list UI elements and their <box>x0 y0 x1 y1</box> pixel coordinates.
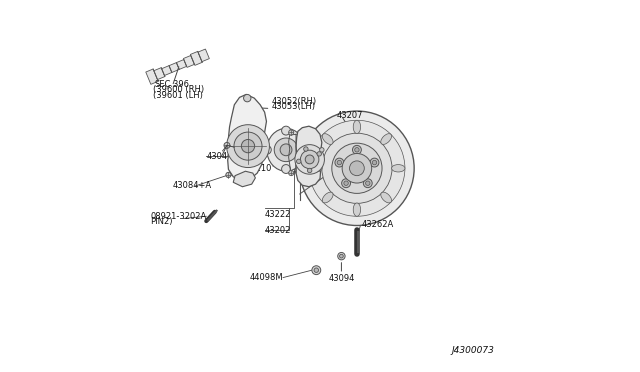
Ellipse shape <box>353 203 360 216</box>
Text: 43202: 43202 <box>264 226 291 235</box>
Circle shape <box>353 145 362 154</box>
Circle shape <box>319 148 324 152</box>
Circle shape <box>338 253 345 260</box>
Circle shape <box>337 160 342 165</box>
Circle shape <box>234 132 262 160</box>
Circle shape <box>344 181 348 185</box>
Text: PIN2): PIN2) <box>150 217 173 226</box>
Polygon shape <box>228 94 266 180</box>
Polygon shape <box>296 126 322 187</box>
Text: 43210: 43210 <box>246 164 272 173</box>
Text: 43207: 43207 <box>337 111 363 121</box>
Polygon shape <box>154 68 165 80</box>
Circle shape <box>365 181 370 185</box>
Circle shape <box>295 145 324 174</box>
Circle shape <box>244 94 251 102</box>
Text: 43052(RH): 43052(RH) <box>271 96 316 106</box>
Circle shape <box>370 158 379 167</box>
Circle shape <box>300 150 319 169</box>
Circle shape <box>332 143 382 193</box>
Polygon shape <box>162 65 172 76</box>
Text: 44098M: 44098M <box>250 273 283 282</box>
Circle shape <box>314 268 319 272</box>
Circle shape <box>307 168 312 173</box>
Polygon shape <box>177 60 187 70</box>
Circle shape <box>241 140 255 153</box>
Circle shape <box>274 138 298 161</box>
Circle shape <box>340 254 343 258</box>
Circle shape <box>372 160 377 165</box>
Text: 43084+A: 43084+A <box>172 182 211 190</box>
Ellipse shape <box>309 164 322 172</box>
Text: 43094: 43094 <box>328 274 355 283</box>
Circle shape <box>289 170 294 176</box>
Text: (39601 (LH): (39601 (LH) <box>153 91 203 100</box>
Ellipse shape <box>381 134 392 144</box>
Circle shape <box>349 161 364 176</box>
Circle shape <box>227 125 269 167</box>
Circle shape <box>303 147 308 151</box>
Circle shape <box>289 130 294 135</box>
Circle shape <box>280 144 292 156</box>
Polygon shape <box>190 51 202 65</box>
Circle shape <box>301 145 310 154</box>
Polygon shape <box>184 55 195 67</box>
Ellipse shape <box>267 128 305 171</box>
Text: 43222: 43222 <box>264 210 291 219</box>
Text: 43053(LH): 43053(LH) <box>271 102 316 111</box>
Ellipse shape <box>381 192 392 203</box>
Text: 08921-3202A: 08921-3202A <box>150 212 207 221</box>
Circle shape <box>364 179 372 187</box>
Ellipse shape <box>353 120 360 134</box>
Circle shape <box>226 172 231 177</box>
Text: (39600 (RH): (39600 (RH) <box>153 86 204 94</box>
Polygon shape <box>169 62 179 73</box>
Circle shape <box>305 155 314 164</box>
Text: 43040A: 43040A <box>206 152 239 161</box>
Text: 43262A: 43262A <box>362 220 394 229</box>
Polygon shape <box>233 171 255 187</box>
Circle shape <box>322 133 392 203</box>
Text: SEC.396: SEC.396 <box>155 80 189 89</box>
Circle shape <box>312 266 321 275</box>
Circle shape <box>342 179 351 187</box>
Circle shape <box>335 158 344 167</box>
Circle shape <box>282 164 291 173</box>
Circle shape <box>296 159 301 164</box>
Circle shape <box>342 154 372 183</box>
Circle shape <box>317 152 321 156</box>
Ellipse shape <box>323 134 333 144</box>
Polygon shape <box>146 69 158 84</box>
Circle shape <box>224 142 230 148</box>
Circle shape <box>300 111 414 225</box>
Text: J4300073: J4300073 <box>451 346 494 355</box>
Polygon shape <box>198 49 209 62</box>
Circle shape <box>309 120 405 216</box>
Ellipse shape <box>323 192 333 203</box>
Circle shape <box>262 145 271 154</box>
Circle shape <box>282 126 291 135</box>
Circle shape <box>355 148 359 152</box>
Ellipse shape <box>392 164 405 172</box>
